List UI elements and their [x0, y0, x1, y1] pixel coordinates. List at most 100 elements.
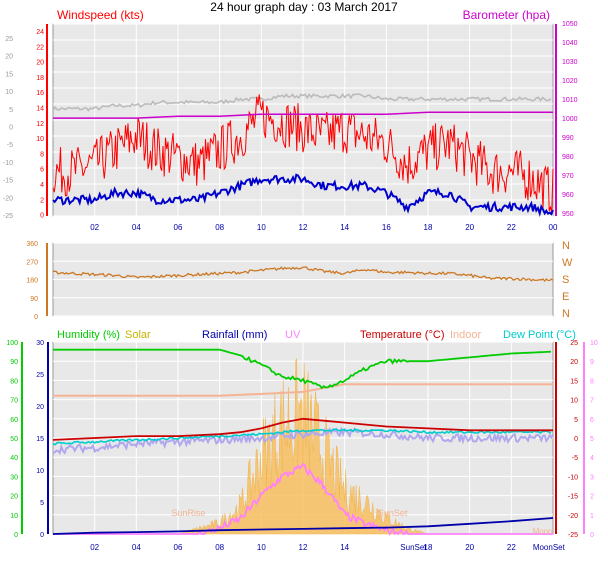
- direction-axis-tick-label: 270: [26, 259, 38, 266]
- wind-outer-tick-label: 25: [5, 36, 13, 43]
- rainfall-axis-tick-label: 25: [36, 372, 44, 379]
- direction-axis-tick-label: 90: [30, 296, 38, 303]
- rainfall-axis-tick-label: 15: [36, 436, 44, 443]
- grey-trace-line: [52, 92, 552, 112]
- uv-axis-tick-label: 5: [590, 436, 594, 443]
- compass-label: E: [562, 291, 569, 303]
- compass-label: N: [562, 308, 570, 320]
- humidity-axis-tick-label: 20: [10, 494, 18, 501]
- time-tick-label: 12: [299, 223, 308, 232]
- barometer-axis-tick-label: 990: [562, 135, 574, 142]
- barometer-line: [53, 111, 553, 119]
- barometer-axis-tick-label: 1040: [562, 40, 578, 47]
- time-tick-label: 02: [90, 223, 99, 232]
- time-tick-label: 02: [90, 543, 99, 552]
- legend-label-2: Rainfall (mm): [202, 329, 267, 341]
- compass-label: S: [562, 274, 569, 286]
- humidity-axis-tick-label: 40: [10, 455, 18, 462]
- uv-axis-tick-label: 9: [590, 359, 594, 366]
- uv-line: [53, 462, 553, 536]
- humidity-axis-tick-label: 10: [10, 513, 18, 520]
- temperature-axis-tick-label: -25: [568, 532, 578, 539]
- barometer-axis-tick-label: 1030: [562, 59, 578, 66]
- wind-outer-tick-label: -20: [3, 195, 13, 202]
- temperature-axis-tick-label: 5: [574, 417, 578, 424]
- rainfall-axis-tick-label: 10: [36, 468, 44, 475]
- compass-label: N: [562, 240, 570, 252]
- uv-axis-tick-label: 10: [590, 340, 598, 347]
- wind-axis-tick-label: 8: [40, 151, 44, 158]
- time-tick-label: 22: [507, 223, 516, 232]
- wind-outer-tick-label: -15: [3, 178, 13, 185]
- lavender-trace-line: [52, 426, 554, 456]
- uv-axis-tick-label: 1: [590, 513, 594, 520]
- humidity-axis-tick-label: 60: [10, 417, 18, 424]
- legend-label-1: Solar: [125, 329, 151, 341]
- uv-axis-tick-label: 8: [590, 378, 594, 385]
- dew-point-line: [52, 428, 552, 446]
- legend-label-4: Temperature (°C): [360, 329, 444, 341]
- time-tick-label: 20: [465, 223, 474, 232]
- annotation-label: MoonSet: [533, 543, 566, 552]
- uv-axis-tick-label: 7: [590, 398, 594, 405]
- temperature-axis-tick-label: 0: [574, 436, 578, 443]
- uv-axis-tick-label: 6: [590, 417, 594, 424]
- time-tick-label: 08: [215, 543, 224, 552]
- direction-axis-tick-label: 180: [26, 278, 38, 285]
- humidity-axis-tick-label: 80: [10, 378, 18, 385]
- time-tick-label: 04: [132, 543, 141, 552]
- wind-axis-tick-label: 10: [36, 136, 44, 143]
- temperature-axis-tick-label: -15: [568, 494, 578, 501]
- temperature-line: [52, 417, 553, 441]
- rainfall-axis-tick-label: 0: [40, 532, 44, 539]
- time-tick-label: 08: [215, 223, 224, 232]
- time-tick-label: 04: [132, 223, 141, 232]
- time-tick-label: 14: [340, 223, 349, 232]
- wind-outer-tick-label: -5: [7, 142, 13, 149]
- uv-axis-tick-label: 2: [590, 494, 594, 501]
- page-title: 24 hour graph day : 03 March 2017: [210, 0, 398, 14]
- temperature-axis-tick-label: -10: [568, 474, 578, 481]
- time-tick-label: 06: [174, 543, 183, 552]
- annotation-label: SunRise: [171, 508, 205, 518]
- wind-axis-tick-label: 24: [36, 29, 44, 36]
- wind-direction-line: [52, 266, 554, 283]
- rainfall-axis-tick-label: 5: [40, 500, 44, 507]
- barometer-axis-tick-label: 980: [562, 154, 574, 161]
- wind-average-line: [52, 173, 554, 218]
- barometer-axis-tick-label: 950: [562, 211, 574, 218]
- humidity-line: [53, 348, 551, 390]
- humidity-axis-tick-label: 90: [10, 359, 18, 366]
- rainfall-line: [52, 517, 554, 535]
- direction-axis-tick-label: 360: [26, 241, 38, 248]
- wind-outer-tick-label: 0: [9, 125, 13, 132]
- barometer-axis-tick-label: 1000: [562, 116, 578, 123]
- wind-axis-tick-label: 14: [36, 106, 44, 113]
- wind-axis-tick-label: 18: [36, 75, 44, 82]
- annotation-label: Moon: [533, 527, 553, 536]
- uv-axis-tick-label: 4: [590, 455, 594, 462]
- time-tick-label: 20: [465, 543, 474, 552]
- compass-label: W: [562, 257, 573, 269]
- barometer-axis-tick-label: 960: [562, 192, 574, 199]
- indoor-temperature-line: [53, 383, 553, 397]
- humidity-axis-tick-label: 100: [6, 340, 18, 347]
- time-tick-label: 14: [340, 543, 349, 552]
- wind-axis-tick-label: 6: [40, 167, 44, 174]
- temperature-axis-tick-label: -20: [568, 513, 578, 520]
- time-tick-label: 18: [424, 223, 433, 232]
- legend-label-6: Dew Point (°C): [503, 329, 576, 341]
- temperature-axis-tick-label: 15: [570, 378, 578, 385]
- legend-label-0: Humidity (%): [57, 329, 120, 341]
- wind-axis-tick-label: 4: [40, 182, 44, 189]
- wind-outer-tick-label: 15: [5, 71, 13, 78]
- barometer-axis-tick-label: 1050: [562, 21, 578, 28]
- wind-axis-tick-label: 2: [40, 197, 44, 204]
- time-tick-label: 22: [507, 543, 516, 552]
- wind-axis-title: Windspeed (kts): [57, 8, 144, 22]
- wind-axis-tick-label: 16: [36, 90, 44, 97]
- wind-outer-tick-label: -25: [3, 213, 13, 220]
- annotation-label: SunSet: [400, 543, 427, 552]
- time-tick-label: 16: [382, 223, 391, 232]
